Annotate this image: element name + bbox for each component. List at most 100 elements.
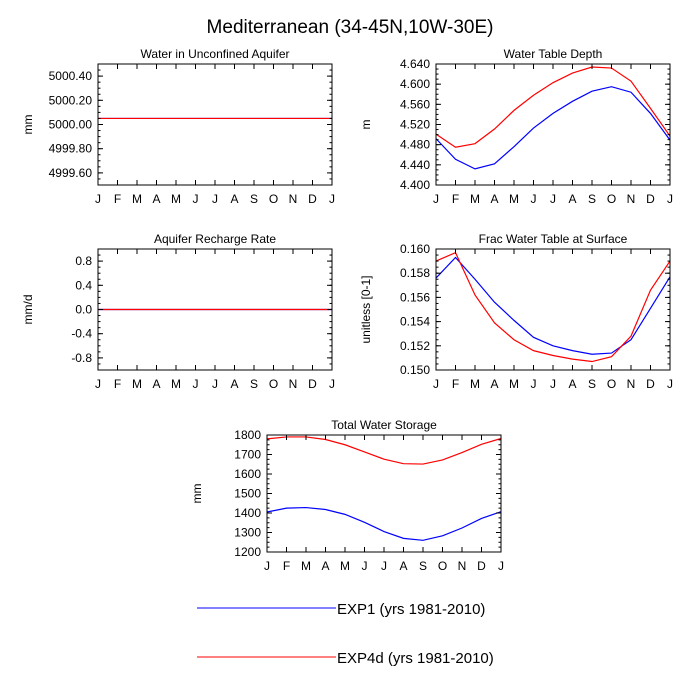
- x-tick-label: O: [438, 559, 447, 573]
- x-tick-label: F: [114, 377, 121, 391]
- chart-title: Aquifer Recharge Rate: [154, 232, 276, 246]
- x-tick-label: N: [458, 559, 467, 573]
- x-tick-label: M: [509, 377, 519, 391]
- x-tick-label: F: [283, 559, 290, 573]
- y-tick-label: 1800: [234, 428, 261, 442]
- x-tick-label: J: [95, 377, 101, 391]
- y-tick-label: 1400: [234, 506, 261, 520]
- y-tick-label: 1300: [234, 526, 261, 540]
- x-tick-label: F: [114, 192, 121, 206]
- x-tick-label: M: [132, 377, 142, 391]
- x-tick-label: S: [588, 192, 596, 206]
- series-line-exp1: [266, 506, 502, 541]
- legend-entry-exp4d: EXP4d (yrs 1981-2010): [197, 650, 494, 667]
- x-tick-label: J: [329, 377, 335, 391]
- y-tick-label: 5000.40: [49, 69, 93, 83]
- x-tick-label: J: [550, 192, 556, 206]
- y-tick-label: 0.4: [75, 278, 92, 292]
- y-tick-label: 4.440: [400, 158, 430, 172]
- x-tick-label: M: [509, 192, 519, 206]
- x-tick-label: A: [230, 192, 238, 206]
- x-tick-label: N: [289, 192, 298, 206]
- y-tick-label: 1600: [234, 467, 261, 481]
- x-tick-label: D: [477, 559, 486, 573]
- x-tick-label: M: [340, 559, 350, 573]
- chart-title: Total Water Storage: [331, 418, 437, 432]
- x-tick-label: J: [381, 559, 387, 573]
- y-tick-label: 0.158: [400, 266, 430, 280]
- plot-frame: [266, 434, 502, 553]
- series-line-exp4d: [266, 436, 502, 465]
- x-tick-label: A: [490, 377, 498, 391]
- x-tick-label: A: [321, 559, 329, 573]
- x-tick-label: J: [550, 377, 556, 391]
- x-tick-label: D: [646, 377, 655, 391]
- x-tick-label: O: [269, 192, 278, 206]
- y-tick-label: 4.600: [400, 77, 430, 91]
- y-tick-label: 0.154: [400, 315, 430, 329]
- y-axis-label: mm: [21, 115, 35, 135]
- y-tick-label: 4999.80: [49, 142, 93, 156]
- x-tick-label: F: [452, 192, 459, 206]
- x-tick-label: S: [250, 192, 258, 206]
- y-tick-label: 0.156: [400, 290, 430, 304]
- y-tick-label: 4.400: [400, 178, 430, 192]
- x-tick-label: A: [152, 377, 160, 391]
- x-tick-label: J: [212, 377, 218, 391]
- x-tick-label: M: [171, 377, 181, 391]
- x-tick-label: O: [607, 192, 616, 206]
- x-tick-label: D: [308, 192, 317, 206]
- plot-frame: [435, 248, 671, 371]
- y-tick-label: 4.560: [400, 97, 430, 111]
- x-tick-label: S: [419, 559, 427, 573]
- x-tick-label: A: [399, 559, 407, 573]
- series-line-exp1: [435, 256, 671, 355]
- legend: EXP1 (yrs 1981-2010) EXP4d (yrs 1981-201…: [197, 601, 494, 667]
- y-axis-label: unitless [0-1]: [359, 275, 373, 343]
- y-tick-label: 0.0: [75, 303, 92, 317]
- x-tick-label: J: [193, 192, 199, 206]
- x-tick-label: J: [433, 377, 439, 391]
- x-tick-label: J: [362, 559, 368, 573]
- y-tick-label: 1700: [234, 448, 261, 462]
- x-tick-label: S: [588, 377, 596, 391]
- y-tick-label: 4.520: [400, 118, 430, 132]
- chart-title: Water in Unconfined Aquifer: [141, 47, 290, 61]
- y-axis-label: mm/d: [21, 295, 35, 325]
- y-tick-label: 0.8: [75, 254, 92, 268]
- x-tick-label: M: [132, 192, 142, 206]
- y-tick-label: 4999.60: [49, 166, 93, 180]
- y-tick-label: 4.640: [400, 57, 430, 71]
- legend-label-exp1: EXP1 (yrs 1981-2010): [337, 601, 485, 618]
- x-tick-label: J: [667, 192, 673, 206]
- x-tick-label: M: [301, 559, 311, 573]
- x-tick-label: O: [269, 377, 278, 391]
- y-tick-label: 1500: [234, 487, 261, 501]
- figure-title: Mediterranean (34-45N,10W-30E): [207, 17, 494, 38]
- x-tick-label: A: [490, 192, 498, 206]
- x-tick-label: J: [531, 192, 537, 206]
- x-tick-label: A: [230, 377, 238, 391]
- x-tick-label: D: [308, 377, 317, 391]
- series-line-exp4d: [435, 66, 671, 148]
- x-tick-label: F: [452, 377, 459, 391]
- y-tick-label: 5000.20: [49, 93, 93, 107]
- y-axis-label: m: [359, 120, 373, 130]
- chart-title: Frac Water Table at Surface: [479, 232, 628, 246]
- y-tick-label: 0.150: [400, 363, 430, 377]
- x-tick-label: J: [498, 559, 504, 573]
- y-tick-label: 0.152: [400, 339, 430, 353]
- x-tick-label: J: [433, 192, 439, 206]
- legend-label-exp4d: EXP4d (yrs 1981-2010): [337, 650, 494, 667]
- x-tick-label: N: [627, 377, 636, 391]
- x-tick-label: M: [171, 192, 181, 206]
- y-tick-label: -0.4: [71, 327, 92, 341]
- x-tick-label: J: [329, 192, 335, 206]
- x-tick-label: A: [568, 192, 576, 206]
- x-tick-label: O: [607, 377, 616, 391]
- x-tick-label: D: [646, 192, 655, 206]
